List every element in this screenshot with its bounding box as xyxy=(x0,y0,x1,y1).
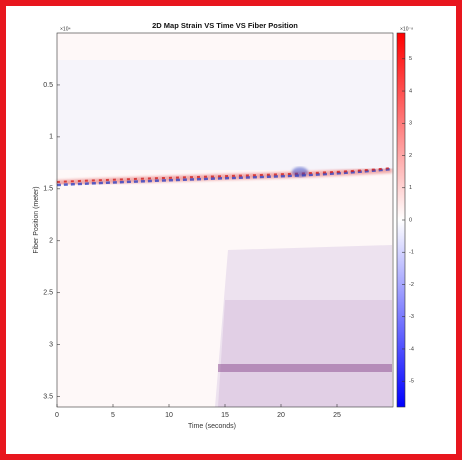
colorbar-tick-label: -1 xyxy=(409,250,414,256)
y-tick-label: 1 xyxy=(49,134,53,141)
colorbar-tick-label: -5 xyxy=(409,379,414,385)
colorbar-tick-label: 0 xyxy=(409,217,412,223)
y-tick-label: 3.5 xyxy=(43,393,53,400)
colorbar-exponent: ×10⁻⁸ xyxy=(400,26,413,32)
chart-title: 2D Map Strain VS Time VS Fiber Position xyxy=(152,21,298,30)
colorbar-tick-label: 1 xyxy=(409,185,412,191)
colorbar-tick-label: 2 xyxy=(409,153,412,159)
x-tick-label: 20 xyxy=(277,412,285,419)
y-tick-label: 1.5 xyxy=(43,186,53,193)
y-tick-label: 3 xyxy=(49,342,53,349)
x-tick-label: 0 xyxy=(55,412,59,419)
colorbar-tick-label: 3 xyxy=(409,121,412,127)
x-axis-label: Time (seconds) xyxy=(188,423,236,430)
x-tick-label: 10 xyxy=(165,412,173,419)
y-tick-label: 0.5 xyxy=(43,82,53,89)
colorbar-tick-label: -3 xyxy=(409,314,414,320)
colorbar-tick-label: -2 xyxy=(409,282,414,288)
colorbar-tick-label: -4 xyxy=(409,346,414,352)
colorbar-tick-label: 4 xyxy=(409,88,412,94)
x-tick-label: 15 xyxy=(221,412,229,419)
colorbar-tick-label: 5 xyxy=(409,56,412,62)
y-axis-label: Fiber Position (meter) xyxy=(33,186,40,253)
heatmap-texture xyxy=(56,33,393,407)
y-tick-label: 2 xyxy=(49,238,53,245)
x-tick-label: 5 xyxy=(111,412,115,419)
y-tick-label: 2.5 xyxy=(43,290,53,297)
x-tick-label: 25 xyxy=(333,412,341,419)
y-exponent: ×10⁴ xyxy=(60,26,71,32)
